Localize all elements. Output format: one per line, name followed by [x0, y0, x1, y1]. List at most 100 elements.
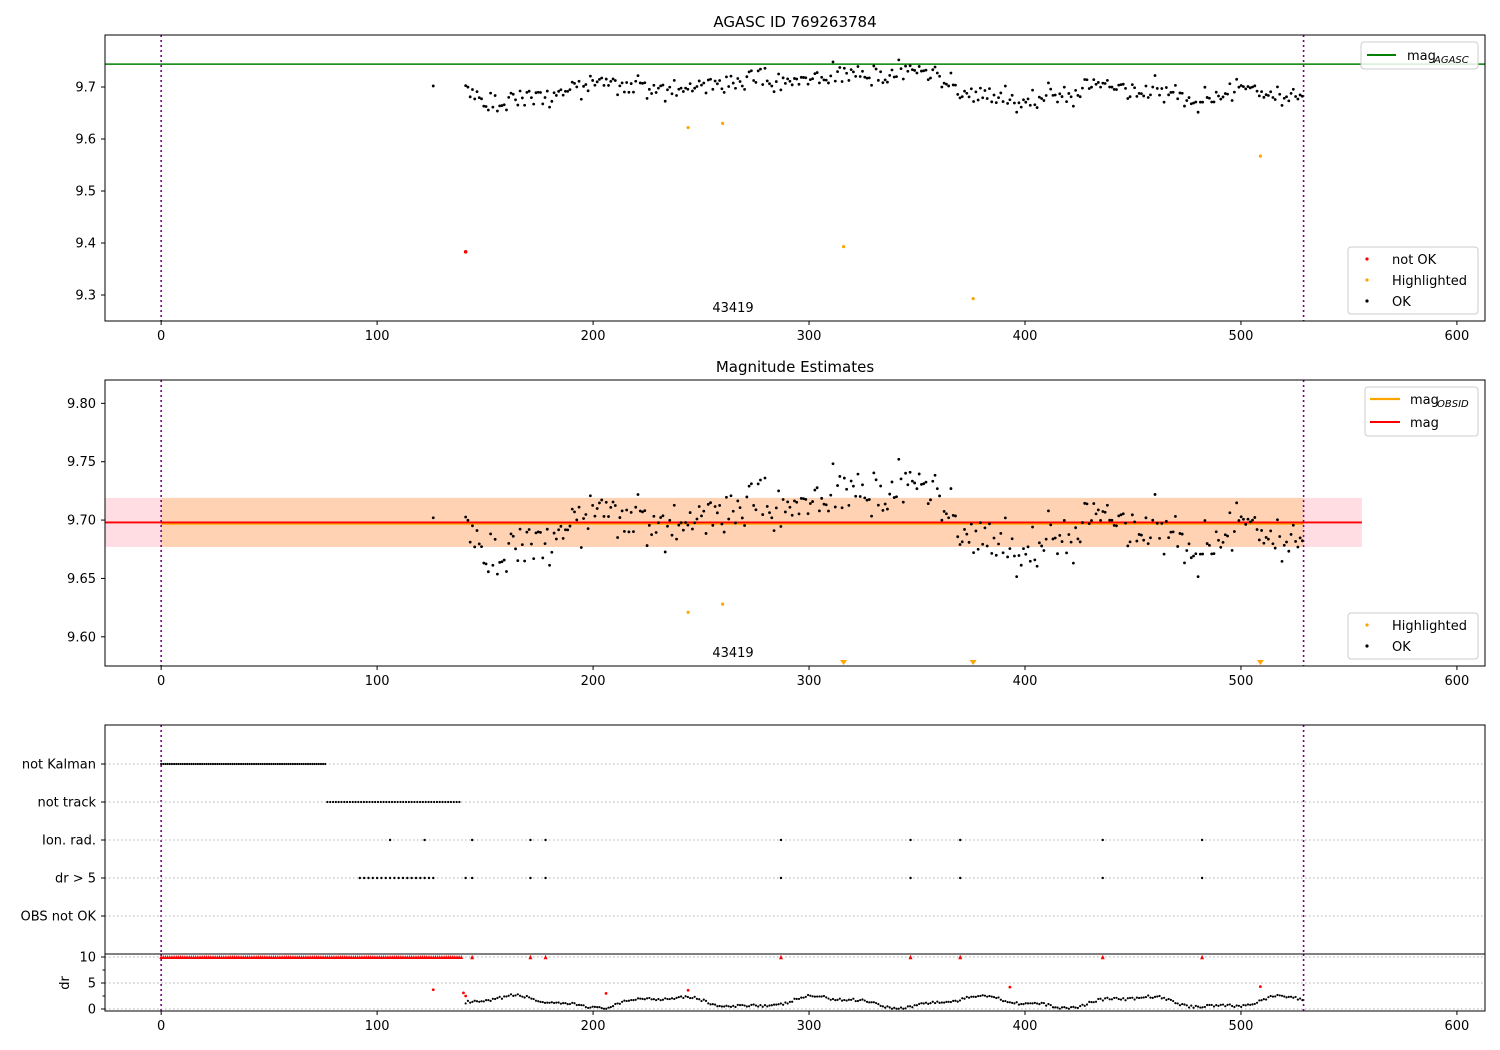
legend-marker-ok [1365, 644, 1369, 648]
ok-point [514, 547, 517, 551]
dr-red-point [1008, 985, 1012, 989]
ok-point [1047, 509, 1050, 513]
ok-point [897, 58, 901, 62]
ok-point [1108, 85, 1112, 89]
ok-point [593, 83, 597, 87]
dr-point [940, 1001, 943, 1004]
ok-point [636, 493, 640, 496]
dr-point [568, 1002, 572, 1006]
dr-point [929, 1002, 932, 1005]
ok-point [1257, 538, 1261, 542]
dr-point [1169, 998, 1172, 1001]
x-tick-label: 300 [797, 1019, 822, 1034]
dr-point [772, 1003, 776, 1006]
dr-point [618, 1002, 621, 1005]
ok-point [586, 527, 590, 531]
ok-point [818, 81, 821, 85]
ok-point [999, 532, 1003, 535]
ok-point [1237, 85, 1241, 89]
dr-point [834, 998, 837, 1002]
ok-point [1101, 81, 1105, 85]
ok-point [620, 81, 624, 85]
dr5-point [393, 876, 396, 880]
ok-point [1214, 530, 1218, 534]
ok-point [736, 77, 740, 80]
ok-point [704, 91, 708, 95]
dr-point [945, 1000, 948, 1003]
not-kalman-point [229, 762, 232, 766]
ok-point [1282, 96, 1286, 100]
ion-rad-point [1101, 838, 1104, 842]
ok-point [1060, 95, 1064, 98]
not-kalman-point [276, 762, 279, 766]
ok-point [709, 77, 712, 81]
dr5-point [432, 876, 435, 880]
ok-point [854, 74, 858, 78]
dr-point [1049, 1003, 1052, 1007]
ok-point [539, 91, 542, 94]
category-label: not Kalman [22, 758, 96, 773]
not-track-point [430, 800, 433, 804]
ok-point [1026, 97, 1030, 101]
dr-point [475, 1000, 479, 1003]
ok-point [541, 102, 545, 106]
ok-point [824, 503, 828, 507]
ok-point [999, 91, 1003, 95]
dr-point [1221, 1003, 1225, 1006]
ok-point [1171, 530, 1175, 534]
dr-point [1172, 999, 1175, 1003]
ok-point [670, 533, 674, 537]
ok-point [1087, 522, 1091, 525]
ok-point [622, 90, 626, 94]
ok-point [917, 472, 921, 476]
ok-point [1185, 99, 1189, 102]
dr-point [566, 1003, 569, 1006]
dr-point [1181, 1002, 1184, 1006]
ok-point [1203, 519, 1207, 522]
ok-point [473, 97, 477, 101]
dr-point [661, 998, 665, 1001]
ok-point [579, 97, 583, 101]
ok-point [749, 69, 753, 73]
dr-point [986, 995, 989, 998]
dr5-point [375, 876, 379, 880]
ok-point [534, 91, 538, 95]
dr-point [707, 1002, 710, 1005]
dr-point [523, 996, 526, 999]
dr-point [870, 1001, 873, 1004]
dr5-point [358, 876, 362, 880]
ok-point [938, 74, 941, 78]
ok-point [468, 95, 472, 99]
ok-point [1081, 86, 1084, 90]
ok-point [668, 85, 672, 89]
ok-point [557, 528, 561, 532]
ok-point [1112, 524, 1116, 527]
ok-point [607, 84, 610, 87]
ok-point [593, 514, 597, 518]
ok-point [985, 544, 989, 548]
ok-point [1221, 541, 1225, 544]
ok-point [1092, 78, 1096, 82]
ok-point [1135, 539, 1139, 543]
dr-point [965, 995, 968, 998]
category-label: Ion. rad. [42, 834, 96, 849]
not-track-point [390, 800, 394, 804]
dr-point [636, 997, 640, 1000]
dr-point [1176, 1002, 1179, 1005]
ok-point [1008, 98, 1012, 102]
dr5-point [362, 876, 366, 880]
ok-point [960, 95, 964, 99]
dr-point [806, 993, 810, 997]
ok-point [1015, 110, 1019, 114]
ok-point [575, 85, 579, 89]
not-ok-point [463, 250, 468, 254]
ok-point [693, 521, 697, 525]
ok-point [591, 503, 595, 507]
dr-red-point [464, 994, 468, 998]
dr-point [1228, 1003, 1231, 1006]
dr-point [1183, 1003, 1186, 1006]
ok-point [1235, 501, 1239, 505]
dr-point [1004, 999, 1007, 1003]
ok-point [1008, 547, 1012, 551]
